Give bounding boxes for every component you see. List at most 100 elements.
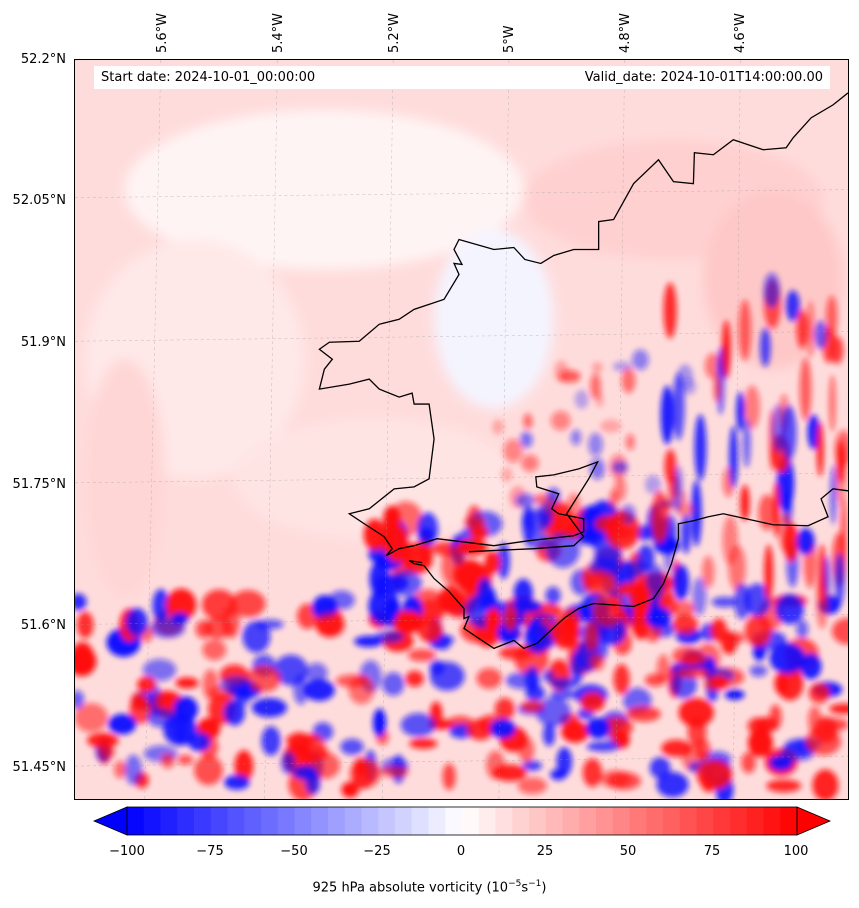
vortex-blob [663, 282, 677, 339]
vortex-blob [600, 419, 622, 433]
vortex-blob [807, 705, 822, 736]
vortex-blob [521, 454, 539, 472]
vortex-blob [523, 413, 533, 429]
vortex-blob [542, 722, 556, 747]
vortex-blob [742, 418, 751, 468]
vortex-blob [261, 726, 281, 756]
vortex-blob [498, 646, 534, 660]
vortex-blob [303, 679, 335, 702]
colorbar-cell [713, 807, 731, 835]
coastline [318, 92, 848, 650]
vortex-blob [785, 290, 800, 322]
colorbar-cell [696, 807, 714, 835]
vortex-blob [781, 405, 797, 461]
vortex-blob [836, 440, 846, 483]
vortex-blob [682, 378, 697, 396]
vortex-blob [703, 675, 722, 691]
colorbar-cell [244, 807, 262, 835]
vortex-blob [749, 664, 768, 677]
colorbar-cell [612, 807, 630, 835]
vortex-blob [733, 583, 751, 620]
vortex-blob [340, 738, 364, 755]
vortex-blob [551, 615, 580, 650]
start-date-label: Start date: 2024-10-01_00:00:00 [101, 70, 316, 85]
vortex-blob [173, 713, 189, 745]
colorbar-cell [127, 807, 145, 835]
vortex-blob [166, 588, 197, 621]
colorbar-tick: −25 [363, 844, 391, 859]
vortex-blob [830, 465, 837, 525]
vortex-blob [177, 754, 194, 765]
vortex-blob [574, 389, 589, 409]
vortex-blob [607, 772, 641, 790]
vortex-blob [743, 583, 771, 617]
vortex-blob [820, 718, 848, 732]
vortex-blob [738, 299, 752, 361]
vortex-blob [816, 421, 824, 477]
lat-label: 52.05°N [12, 193, 66, 208]
vortex-blob [775, 594, 804, 625]
vortex-blob [100, 746, 116, 758]
vortex-blob [831, 617, 848, 645]
vortex-blob [152, 588, 170, 623]
vortex-blob [626, 706, 661, 722]
colorbar-cell [495, 807, 513, 835]
colorbar-cell [730, 807, 748, 835]
vortex-blob [86, 732, 119, 748]
vortex-blob [616, 582, 648, 596]
vortex-blob [760, 327, 771, 367]
vortex-blob [769, 755, 793, 771]
vortex-blob [763, 272, 781, 308]
vortex-blob [613, 663, 630, 695]
vortex-blob [416, 599, 445, 625]
lon-label: 5.2°W [387, 12, 402, 53]
vortex-blob [484, 550, 501, 574]
vortex-blob [570, 651, 584, 684]
vortex-blob [808, 683, 830, 704]
colorbar-cell [378, 807, 396, 835]
vortex-blob [612, 361, 632, 372]
vortex-blob [615, 509, 628, 525]
vortex-blob [656, 654, 670, 683]
vortex-blob [722, 515, 739, 566]
colorbar-cell [596, 807, 614, 835]
colorbar-min-extend [92, 806, 128, 836]
vortex-blob [170, 612, 189, 625]
colorbar-cell [277, 807, 295, 835]
colorbar-cell [562, 807, 580, 835]
vortex-blob [405, 670, 424, 687]
vortex-blob [382, 672, 405, 696]
vortex-blob [694, 414, 707, 481]
vortex-blob [592, 594, 624, 628]
vortex-blob [764, 544, 774, 601]
vortex-blob [826, 295, 838, 341]
vortex-blob [656, 771, 689, 798]
vortex-blob [583, 570, 617, 596]
vortex-blob [417, 512, 439, 546]
vortex-blob [796, 309, 808, 349]
colorbar-cell [311, 807, 329, 835]
vortex-blob [373, 708, 387, 737]
colorbar-cell [177, 807, 195, 835]
colorbar-cell [478, 807, 496, 835]
vortex-blob [341, 781, 359, 798]
vortex-blob [584, 620, 599, 653]
vortex-blob [621, 368, 636, 394]
vortex-blob [834, 553, 845, 606]
colorbar-tick: −100 [109, 844, 145, 859]
lat-label: 51.75°N [12, 477, 66, 492]
vortex-blob [611, 461, 628, 474]
vortex-blob [407, 648, 436, 662]
vortex-blob [494, 697, 515, 721]
vortex-blob [550, 410, 571, 431]
colorbar-max-extend [796, 806, 832, 836]
vortex-blob [660, 497, 674, 513]
vortex-blob [796, 528, 815, 555]
vortex-blob [251, 697, 288, 718]
colorbar-cell [679, 807, 697, 835]
lon-label: 5.4°W [271, 12, 286, 53]
vortex-blob [561, 721, 590, 743]
lon-label: 4.8°W [618, 12, 633, 53]
vortex-blob [672, 614, 699, 635]
vortex-blob [492, 764, 527, 782]
